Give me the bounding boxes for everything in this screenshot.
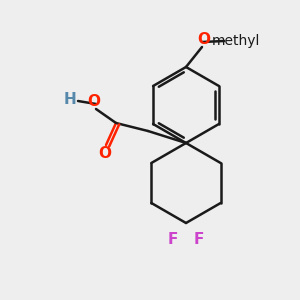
Text: F: F [168,232,178,247]
Text: O: O [88,94,100,109]
Text: F: F [194,232,204,247]
Text: methyl: methyl [212,34,260,48]
Text: O: O [197,32,211,47]
Text: H: H [64,92,76,107]
Text: O: O [98,146,112,161]
